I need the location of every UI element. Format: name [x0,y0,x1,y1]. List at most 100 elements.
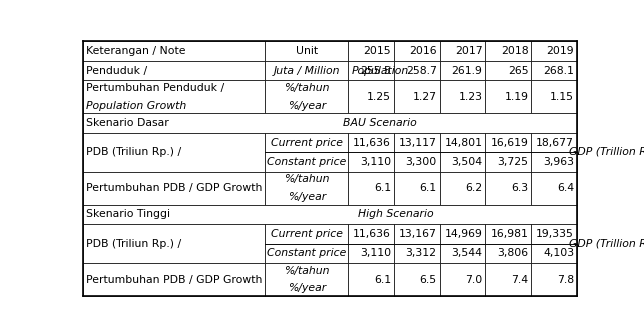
Bar [348,61,394,80]
Text: GDP (Trillion Rp.): GDP (Trillion Rp.) [569,239,644,249]
Text: 1.23: 1.23 [459,92,482,102]
Bar [486,172,531,205]
Text: 6.1: 6.1 [420,183,437,193]
Bar [440,152,486,172]
Text: 2019: 2019 [547,46,574,56]
Text: %/year: %/year [287,284,326,294]
Text: 19,335: 19,335 [536,229,574,239]
Bar [348,80,394,113]
Text: BAU Scenario: BAU Scenario [343,118,417,128]
Bar [265,244,348,263]
Text: Constant price: Constant price [267,248,346,259]
Bar [265,133,348,152]
Bar [348,263,394,296]
Text: 255.5: 255.5 [360,66,391,76]
Text: 6.1: 6.1 [374,183,391,193]
Bar [348,244,394,263]
Text: 3,300: 3,300 [406,157,437,167]
Text: 261.9: 261.9 [451,66,482,76]
Bar [348,133,394,152]
Bar [486,80,531,113]
Text: 1.25: 1.25 [367,92,391,102]
Bar [394,133,440,152]
Text: 6.1: 6.1 [374,275,391,285]
Text: Unit: Unit [296,46,317,56]
Bar [486,224,531,244]
Text: 2018: 2018 [500,46,528,56]
Bar [348,41,394,61]
Text: 4,103: 4,103 [543,248,574,259]
Bar [486,41,531,61]
Bar [83,41,265,61]
Text: %/year: %/year [287,101,326,111]
Bar [394,41,440,61]
Text: Population: Population [352,66,409,76]
Text: 13,167: 13,167 [399,229,437,239]
Bar [440,263,486,296]
Bar [83,205,577,224]
Bar [265,61,348,80]
Bar [394,263,440,296]
Bar [394,80,440,113]
Bar [440,133,486,152]
Text: Current price: Current price [270,229,343,239]
Text: 16,619: 16,619 [491,138,528,148]
Bar [348,224,394,244]
Text: Population Growth: Population Growth [86,101,186,111]
Text: 3,312: 3,312 [406,248,437,259]
Bar [531,152,577,172]
Text: 7.8: 7.8 [557,275,574,285]
Bar [394,172,440,205]
Text: 3,504: 3,504 [451,157,482,167]
Text: %/tahun: %/tahun [284,174,329,184]
Text: 3,725: 3,725 [497,157,528,167]
Bar [394,244,440,263]
Text: Skenario Dasar: Skenario Dasar [86,118,169,128]
Bar [531,244,577,263]
Text: 13,117: 13,117 [399,138,437,148]
Text: 3,110: 3,110 [360,248,391,259]
Bar [265,41,348,61]
Text: Constant price: Constant price [267,157,346,167]
Bar [531,61,577,80]
Text: 1.27: 1.27 [413,92,437,102]
Text: 2017: 2017 [455,46,482,56]
Text: Keterangan / Note: Keterangan / Note [86,46,185,56]
Text: Pertumbuhan PDB / GDP Growth: Pertumbuhan PDB / GDP Growth [86,183,262,193]
Text: 6.5: 6.5 [420,275,437,285]
Text: Pertumbuhan Penduduk /: Pertumbuhan Penduduk / [86,83,224,93]
Bar [440,244,486,263]
Bar [531,133,577,152]
Text: PDB (Triliun Rp.) /: PDB (Triliun Rp.) / [86,239,185,249]
Bar [531,41,577,61]
Text: 3,110: 3,110 [360,157,391,167]
Text: 3,806: 3,806 [497,248,528,259]
Text: 2015: 2015 [363,46,391,56]
Bar [440,172,486,205]
Bar [265,152,348,172]
Text: 1.15: 1.15 [550,92,574,102]
Bar [486,133,531,152]
Text: 2016: 2016 [409,46,437,56]
Text: Skenario Tinggi: Skenario Tinggi [86,209,170,219]
Text: 265: 265 [507,66,528,76]
Text: %/tahun: %/tahun [284,266,329,276]
Text: 6.2: 6.2 [466,183,482,193]
Text: 268.1: 268.1 [544,66,574,76]
Bar [83,172,265,205]
Text: Current price: Current price [270,138,343,148]
Bar [265,172,348,205]
Bar [486,244,531,263]
Bar [486,152,531,172]
Bar [394,61,440,80]
Bar [394,152,440,172]
Text: 3,963: 3,963 [543,157,574,167]
Bar [440,80,486,113]
Bar [83,61,265,80]
Text: 1.19: 1.19 [504,92,528,102]
Bar [440,61,486,80]
Bar [531,224,577,244]
Text: PDB (Triliun Rp.) /: PDB (Triliun Rp.) / [86,147,185,157]
Bar [265,224,348,244]
Bar [440,224,486,244]
